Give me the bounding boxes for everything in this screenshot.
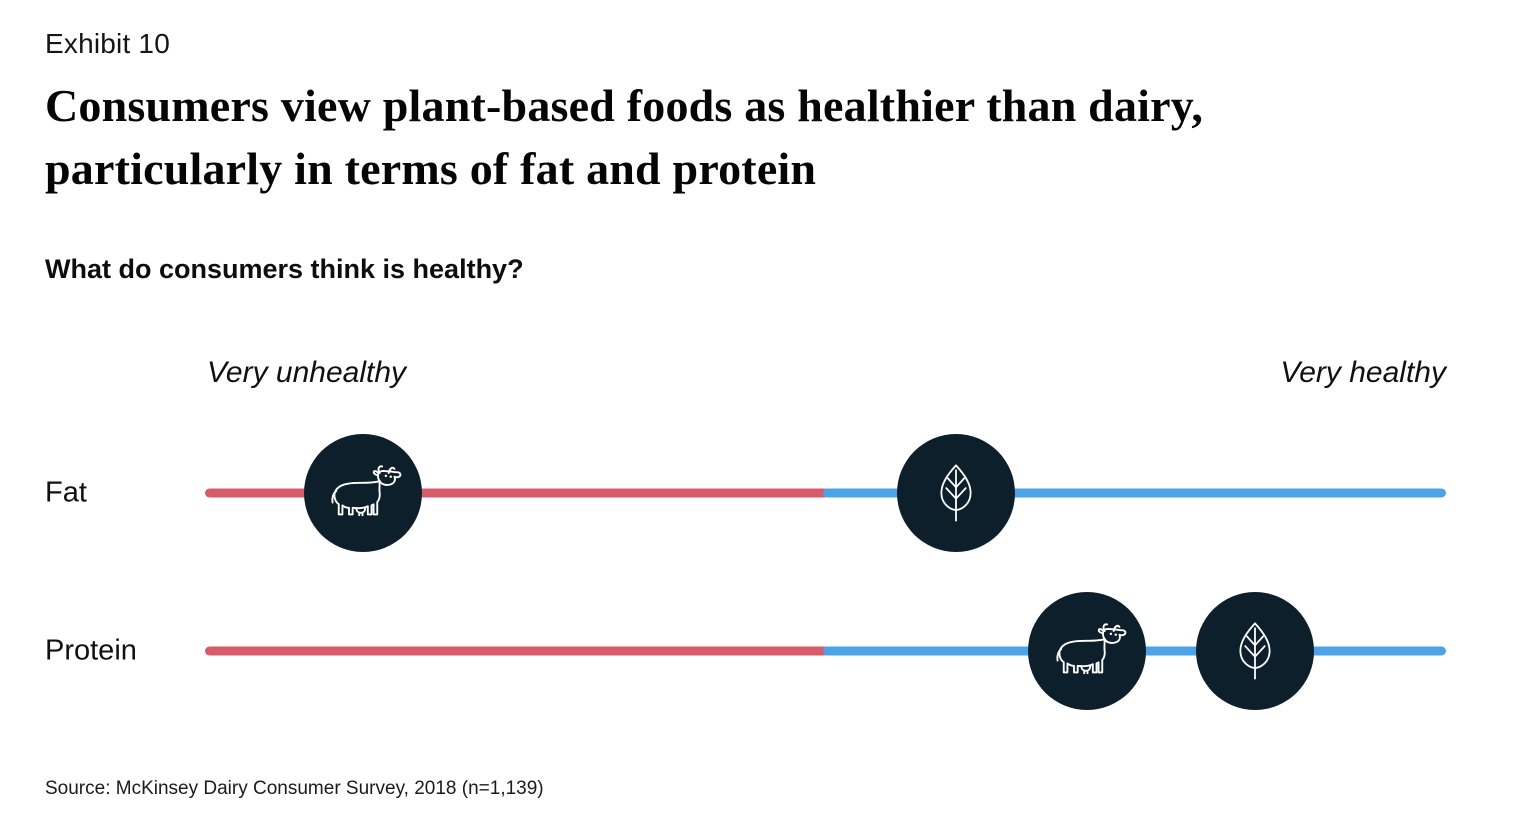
leaf-icon: [930, 462, 982, 524]
leaf-icon: [1229, 620, 1281, 682]
exhibit-title: Consumers view plant-based foods as heal…: [45, 74, 1203, 200]
scale-track-fat: [205, 488, 1446, 498]
title-line-2: particularly in terms of fat and protein: [45, 143, 817, 194]
chart-question: What do consumers think is healthy?: [45, 254, 524, 284]
row-label-fat: Fat: [45, 476, 87, 509]
cow-icon: [1048, 622, 1127, 681]
exhibit-label: Exhibit 10: [45, 28, 170, 59]
cow-icon: [323, 464, 402, 523]
plant-based-marker-fat: [896, 434, 1015, 552]
unhealthy-segment-protein: [205, 646, 830, 656]
source-note: Source: McKinsey Dairy Consumer Survey, …: [45, 778, 544, 799]
scale-label-very-healthy: Very healthy: [1280, 356, 1446, 389]
unhealthy-segment-fat: [205, 488, 830, 498]
row-label-protein: Protein: [45, 634, 137, 667]
healthy-segment-fat: [823, 488, 1446, 498]
dairy-marker-fat: [303, 434, 422, 552]
dairy-marker-protein: [1028, 592, 1147, 710]
plant-based-marker-protein: [1195, 592, 1314, 710]
title-line-1: Consumers view plant-based foods as heal…: [45, 80, 1204, 131]
scale-label-very-unhealthy: Very unhealthy: [207, 356, 407, 389]
